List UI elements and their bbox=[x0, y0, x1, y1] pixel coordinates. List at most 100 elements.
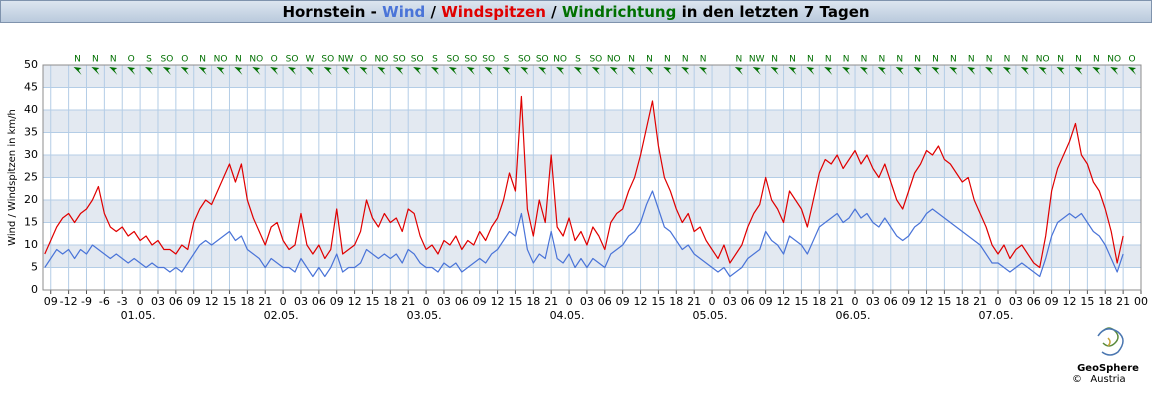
direction-arrow bbox=[91, 67, 100, 75]
direction-arrow bbox=[859, 67, 868, 75]
y-tick-label: 20 bbox=[24, 193, 38, 206]
y-tick-label: 35 bbox=[24, 126, 38, 139]
direction-label: N bbox=[199, 55, 206, 65]
direction-label: N bbox=[789, 55, 796, 65]
x-tick-label: 18 bbox=[1098, 295, 1112, 308]
plot-frame bbox=[42, 64, 1142, 291]
direction-label: N bbox=[878, 55, 885, 65]
direction-arrow bbox=[502, 67, 511, 75]
direction-arrow bbox=[73, 67, 82, 75]
direction-arrow bbox=[877, 67, 886, 75]
x-tick-label: 03 bbox=[294, 295, 308, 308]
x-tick-label: 18 bbox=[240, 295, 254, 308]
direction-arrow bbox=[270, 67, 279, 75]
x-tick-label: 21 bbox=[830, 295, 844, 308]
direction-label: NW bbox=[749, 55, 765, 65]
x-tick-label: 09 bbox=[1045, 295, 1059, 308]
date-label: 04.05. bbox=[550, 309, 585, 322]
grid-band bbox=[43, 110, 1141, 133]
direction-arrow bbox=[824, 67, 833, 75]
direction-arrow bbox=[377, 67, 386, 75]
direction-arrow bbox=[699, 67, 708, 75]
x-tick-label: 09 bbox=[902, 295, 916, 308]
direction-arrow bbox=[842, 67, 851, 75]
x-tick-label: 18 bbox=[383, 295, 397, 308]
direction-label: S bbox=[504, 55, 510, 65]
direction-label: S bbox=[575, 55, 581, 65]
x-tick-label: 06 bbox=[312, 295, 326, 308]
data-line bbox=[44, 95, 1124, 269]
x-tick-label: 21 bbox=[973, 295, 987, 308]
direction-label: S bbox=[432, 55, 438, 65]
x-tick-label: 06 bbox=[741, 295, 755, 308]
x-tick-label: 09 bbox=[187, 295, 201, 308]
direction-arrow bbox=[1074, 67, 1083, 75]
direction-arrow bbox=[359, 67, 368, 75]
direction-arrow bbox=[466, 67, 475, 75]
direction-label: NO bbox=[607, 55, 621, 65]
direction-arrow bbox=[752, 67, 761, 75]
direction-arrow bbox=[1056, 67, 1065, 75]
x-tick-label: 09 bbox=[473, 295, 487, 308]
direction-arrow bbox=[234, 67, 243, 75]
direction-arrow bbox=[1110, 67, 1119, 75]
direction-arrow bbox=[1002, 67, 1011, 75]
x-tick-label: 06 bbox=[1027, 295, 1041, 308]
x-tick-label: 15 bbox=[508, 295, 522, 308]
direction-arrow bbox=[413, 67, 422, 75]
x-tick-label: 18 bbox=[669, 295, 683, 308]
x-tick-label: 21 bbox=[258, 295, 272, 308]
direction-label: NO bbox=[249, 55, 263, 65]
direction-label: N bbox=[843, 55, 850, 65]
direction-arrow bbox=[1128, 67, 1137, 75]
direction-label: N bbox=[646, 55, 653, 65]
direction-label: N bbox=[110, 55, 117, 65]
date-label: 06.05. bbox=[836, 309, 871, 322]
direction-label: O bbox=[128, 55, 135, 65]
y-tick-label: 0 bbox=[31, 283, 38, 296]
direction-arrow bbox=[645, 67, 654, 75]
direction-arrow bbox=[770, 67, 779, 75]
direction-label: N bbox=[896, 55, 903, 65]
direction-label: N bbox=[235, 55, 242, 65]
direction-arrow bbox=[180, 67, 189, 75]
direction-label: N bbox=[74, 55, 81, 65]
direction-label: S bbox=[146, 55, 152, 65]
direction-label: SO bbox=[286, 55, 299, 65]
direction-label: N bbox=[700, 55, 707, 65]
direction-arrow bbox=[1038, 67, 1047, 75]
x-tick-label: 0 bbox=[709, 295, 716, 308]
direction-arrow bbox=[663, 67, 672, 75]
chart-title: Hornstein - Wind / Windspitzen / Windric… bbox=[282, 3, 869, 21]
date-label: 05.05. bbox=[693, 309, 728, 322]
direction-label: SO bbox=[161, 55, 174, 65]
direction-arrow bbox=[252, 67, 261, 75]
y-axis-label: Wind / Windspitzen in km/h bbox=[7, 109, 18, 246]
direction-arrow bbox=[431, 67, 440, 75]
direction-label: N bbox=[92, 55, 99, 65]
x-tick-label: 00 bbox=[1134, 295, 1148, 308]
x-tick-label: 21 bbox=[401, 295, 415, 308]
direction-arrow bbox=[520, 67, 529, 75]
direction-label: NO bbox=[1107, 55, 1121, 65]
title-part: / bbox=[551, 3, 557, 21]
x-tick-label: 21 bbox=[544, 295, 558, 308]
direction-label: SO bbox=[321, 55, 334, 65]
direction-label: N bbox=[628, 55, 635, 65]
title-part: Hornstein - bbox=[282, 3, 376, 21]
direction-arrow bbox=[913, 67, 922, 75]
direction-arrow bbox=[556, 67, 565, 75]
x-tick-label: 06 bbox=[598, 295, 612, 308]
direction-arrow bbox=[162, 67, 171, 75]
date-label: 02.05. bbox=[264, 309, 299, 322]
direction-arrow bbox=[484, 67, 493, 75]
direction-arrow bbox=[288, 67, 297, 75]
x-tick-label: 09 bbox=[616, 295, 630, 308]
y-tick-label: 15 bbox=[24, 216, 38, 229]
x-tick-label: 06 bbox=[169, 295, 183, 308]
direction-arrow bbox=[109, 67, 118, 75]
direction-label: SO bbox=[482, 55, 495, 65]
direction-arrow bbox=[609, 67, 618, 75]
direction-label: N bbox=[1021, 55, 1028, 65]
